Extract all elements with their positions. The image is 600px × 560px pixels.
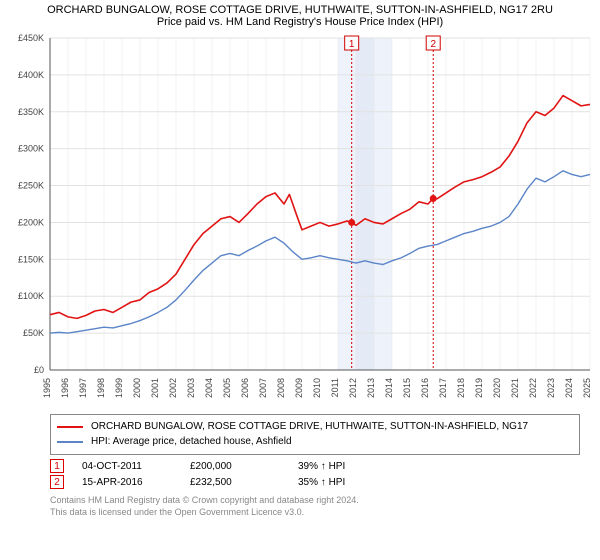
svg-text:2002: 2002 bbox=[168, 378, 178, 398]
transaction-price: £232,500 bbox=[190, 477, 280, 488]
transaction-marker: 2 bbox=[50, 475, 64, 489]
chart-title: ORCHARD BUNGALOW, ROSE COTTAGE DRIVE, HU… bbox=[8, 4, 592, 16]
svg-text:2021: 2021 bbox=[510, 378, 520, 398]
transaction-delta: 39% ↑ HPI bbox=[298, 461, 388, 472]
svg-text:2004: 2004 bbox=[204, 378, 214, 398]
transaction-delta: 35% ↑ HPI bbox=[298, 477, 388, 488]
svg-text:2019: 2019 bbox=[474, 378, 484, 398]
svg-text:1996: 1996 bbox=[60, 378, 70, 398]
footer-line-1: Contains HM Land Registry data © Crown c… bbox=[50, 495, 580, 507]
svg-text:£150K: £150K bbox=[18, 254, 44, 264]
transaction-row: 2 15-APR-2016 £232,500 35% ↑ HPI bbox=[50, 475, 580, 489]
line-chart: £0 £50K £100K £150K £200K £250K £300K £350K £400… bbox=[0, 30, 600, 410]
svg-text:2024: 2024 bbox=[564, 378, 574, 398]
svg-text:2020: 2020 bbox=[492, 378, 502, 398]
svg-text:2016: 2016 bbox=[420, 378, 430, 398]
transactions-table: 1 04-OCT-2011 £200,000 39% ↑ HPI 2 15-APR-201… bbox=[50, 459, 580, 489]
legend-label: ORCHARD BUNGALOW, ROSE COTTAGE DRIVE, HU… bbox=[91, 420, 528, 434]
svg-text:£100K: £100K bbox=[18, 291, 44, 301]
legend-item: HPI: Average price, detached house, Ashf… bbox=[57, 435, 573, 449]
svg-text:£400K: £400K bbox=[18, 70, 44, 80]
svg-text:2025: 2025 bbox=[582, 378, 592, 398]
svg-text:2023: 2023 bbox=[546, 378, 556, 398]
legend-swatch bbox=[57, 441, 83, 443]
svg-text:1995: 1995 bbox=[42, 378, 52, 398]
transaction-row: 1 04-OCT-2011 £200,000 39% ↑ HPI bbox=[50, 459, 580, 473]
svg-text:2009: 2009 bbox=[294, 378, 304, 398]
svg-text:2018: 2018 bbox=[456, 378, 466, 398]
svg-text:2011: 2011 bbox=[330, 378, 340, 397]
svg-text:2013: 2013 bbox=[366, 378, 376, 398]
svg-text:£250K: £250K bbox=[18, 181, 44, 191]
svg-text:£350K: £350K bbox=[18, 107, 44, 117]
transaction-date: 04-OCT-2011 bbox=[82, 461, 172, 472]
footer: Contains HM Land Registry data © Crown c… bbox=[50, 495, 580, 518]
svg-text:2015: 2015 bbox=[402, 378, 412, 398]
svg-text:£450K: £450K bbox=[18, 33, 44, 43]
legend-item: ORCHARD BUNGALOW, ROSE COTTAGE DRIVE, HU… bbox=[57, 420, 573, 434]
svg-text:2014: 2014 bbox=[384, 378, 394, 398]
svg-text:2003: 2003 bbox=[186, 378, 196, 398]
svg-text:2008: 2008 bbox=[276, 378, 286, 398]
svg-text:1999: 1999 bbox=[114, 378, 124, 398]
svg-text:2005: 2005 bbox=[222, 378, 232, 398]
title-block: ORCHARD BUNGALOW, ROSE COTTAGE DRIVE, HU… bbox=[0, 0, 600, 30]
transaction-price: £200,000 bbox=[190, 461, 280, 472]
footer-line-2: This data is licensed under the Open Gov… bbox=[50, 507, 580, 519]
svg-text:2001: 2001 bbox=[150, 378, 160, 398]
svg-text:1: 1 bbox=[349, 39, 355, 50]
chart-subtitle: Price paid vs. HM Land Registry's House … bbox=[8, 16, 592, 28]
legend-swatch bbox=[57, 426, 83, 428]
svg-text:1997: 1997 bbox=[78, 378, 88, 398]
svg-text:£0: £0 bbox=[34, 365, 44, 375]
svg-text:2006: 2006 bbox=[240, 378, 250, 398]
transaction-marker: 1 bbox=[50, 459, 64, 473]
svg-text:£300K: £300K bbox=[18, 144, 44, 154]
svg-text:£200K: £200K bbox=[18, 217, 44, 227]
svg-text:1998: 1998 bbox=[96, 378, 106, 398]
svg-text:2007: 2007 bbox=[258, 378, 268, 398]
legend: ORCHARD BUNGALOW, ROSE COTTAGE DRIVE, HU… bbox=[50, 414, 580, 455]
svg-text:£50K: £50K bbox=[23, 328, 44, 338]
svg-text:2012: 2012 bbox=[348, 378, 358, 398]
svg-text:2: 2 bbox=[430, 39, 436, 50]
svg-text:2000: 2000 bbox=[132, 378, 142, 398]
svg-text:2022: 2022 bbox=[528, 378, 538, 398]
transaction-date: 15-APR-2016 bbox=[82, 477, 172, 488]
svg-text:2010: 2010 bbox=[312, 378, 322, 398]
chart-area: £0 £50K £100K £150K £200K £250K £300K £350K £400… bbox=[0, 30, 600, 410]
svg-text:2017: 2017 bbox=[438, 378, 448, 398]
legend-label: HPI: Average price, detached house, Ashf… bbox=[91, 435, 292, 449]
